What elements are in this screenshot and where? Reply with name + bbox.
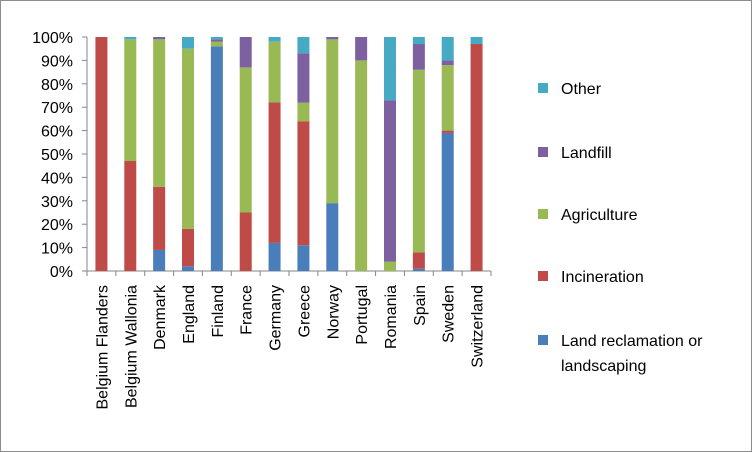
x-tick-label: Sweden: [441, 285, 458, 343]
x-tick-label: Denmark: [152, 284, 169, 350]
x-tick-label: England: [181, 285, 198, 344]
category-labels: Belgium Flanders Belgium Wallonia Denmark E…: [94, 284, 486, 410]
bar-germany-agriculture: [268, 41, 281, 103]
bar-portugal-landfill: [355, 37, 368, 61]
y-tick-label: 60%: [41, 124, 73, 141]
bar-spain-land-reclamation-or-landscaping: [412, 268, 425, 271]
bar-sweden-agriculture: [441, 65, 454, 131]
bar-denmark-landfill: [153, 37, 166, 40]
bar-finland-land-reclamation-or-landscaping: [210, 46, 223, 271]
y-tick-label: 40%: [41, 170, 73, 187]
y-tick-label: 80%: [41, 77, 73, 94]
bar-sweden-other: [441, 37, 454, 61]
bar-france-incineration: [239, 212, 252, 271]
bar-spain-incineration: [412, 252, 425, 269]
bars: [95, 37, 483, 272]
bar-norway-land-reclamation-or-landscaping: [326, 203, 339, 271]
y-tick-label: 0%: [50, 264, 73, 281]
bar-finland-other: [210, 37, 223, 40]
bar-england-agriculture: [182, 48, 194, 229]
x-tick-label: Belgium Flanders: [94, 285, 111, 410]
bar-greece-other: [297, 37, 310, 54]
x-tick-label: Greece: [296, 285, 313, 338]
bar-france-agriculture: [239, 67, 252, 213]
bar-germany-land-reclamation-or-landscaping: [268, 242, 281, 271]
bar-switzerland-incineration: [470, 44, 483, 271]
bar-romania-agriculture: [384, 261, 396, 271]
bar-sweden-land-reclamation-or-landscaping: [441, 132, 454, 271]
y-tick-label: 50%: [41, 147, 73, 164]
y-tick-label: 20%: [41, 217, 73, 234]
bar-switzerland-other: [470, 37, 483, 45]
x-tick-label: Spain: [412, 285, 429, 326]
y-tick-label: 100%: [32, 30, 73, 47]
bar-denmark-incineration: [153, 186, 166, 250]
bar-belgium-wallonia-agriculture: [124, 39, 137, 162]
x-tick-label: Switzerland: [470, 285, 487, 368]
bar-denmark-land-reclamation-or-landscaping: [153, 249, 166, 271]
bar-england-other: [182, 37, 194, 49]
bar-norway-agriculture: [326, 39, 339, 204]
y-tick-label: 30%: [41, 194, 73, 211]
y-tick-label: 90%: [41, 53, 73, 70]
bar-norway-landfill: [326, 37, 339, 40]
bar-sweden-landfill: [441, 60, 454, 66]
bar-romania-other: [384, 37, 396, 101]
bar-belgium-flanders-incineration: [95, 37, 108, 271]
legend-swatch-incineration: [538, 271, 548, 281]
legend-label: landscaping: [561, 358, 646, 375]
bar-england-land-reclamation-or-landscaping: [182, 266, 194, 271]
bar-belgium-wallonia-incineration: [124, 161, 137, 271]
bar-france-landfill: [239, 37, 252, 68]
bar-spain-other: [412, 37, 425, 45]
legend-label: Incineration: [561, 269, 644, 286]
bar-greece-land-reclamation-or-landscaping: [297, 245, 310, 271]
legend-label: Other: [561, 81, 602, 98]
bar-spain-agriculture: [412, 69, 425, 253]
legend-swatch-land-reclamation-or-landscaping: [538, 335, 548, 345]
bar-finland-agriculture: [210, 41, 223, 47]
x-axis: [86, 270, 492, 276]
legend-swatch-landfill: [538, 147, 548, 157]
legend-label: Landfill: [561, 145, 612, 162]
x-tick-label: Romania: [383, 285, 400, 349]
bar-portugal-agriculture: [355, 60, 368, 272]
bar-finland-landfill: [210, 39, 223, 42]
x-tick-label: Portugal: [354, 285, 371, 345]
bar-sweden-incineration: [441, 130, 454, 133]
bar-romania-landfill: [384, 100, 396, 262]
x-tick-label: France: [239, 285, 256, 335]
bar-greece-landfill: [297, 53, 310, 103]
bar-germany-other: [268, 37, 281, 42]
x-tick-label: Belgium Wallonia: [123, 285, 140, 408]
bar-greece-agriculture: [297, 102, 310, 122]
bar-belgium-wallonia-other: [124, 37, 137, 40]
bar-germany-incineration: [268, 102, 281, 243]
x-tick-label: Norway: [325, 285, 342, 339]
legend-swatch-other: [538, 83, 548, 93]
y-tick-label: 10%: [41, 241, 73, 258]
y-axis: 0% 10% 20% 30% 40% 50% 60% 70% 80% 90% 100%: [32, 30, 88, 281]
bar-england-incineration: [182, 228, 194, 267]
legend-label: Land reclamation or: [561, 333, 703, 350]
legend: Other Landfill Agriculture Incineration Land…: [538, 81, 703, 375]
legend-swatch-agriculture: [538, 209, 548, 219]
bar-greece-incineration: [297, 121, 310, 246]
bar-spain-landfill: [412, 44, 425, 70]
bar-denmark-agriculture: [153, 39, 166, 187]
x-tick-label: Finland: [210, 285, 227, 337]
y-tick-label: 70%: [41, 100, 73, 117]
legend-label: Agriculture: [561, 207, 638, 224]
x-tick-label: Germany: [268, 285, 285, 351]
